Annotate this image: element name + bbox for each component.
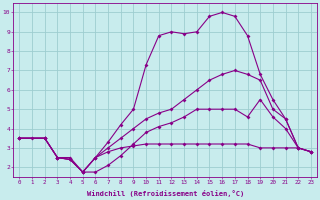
X-axis label: Windchill (Refroidissement éolien,°C): Windchill (Refroidissement éolien,°C): [86, 190, 244, 197]
